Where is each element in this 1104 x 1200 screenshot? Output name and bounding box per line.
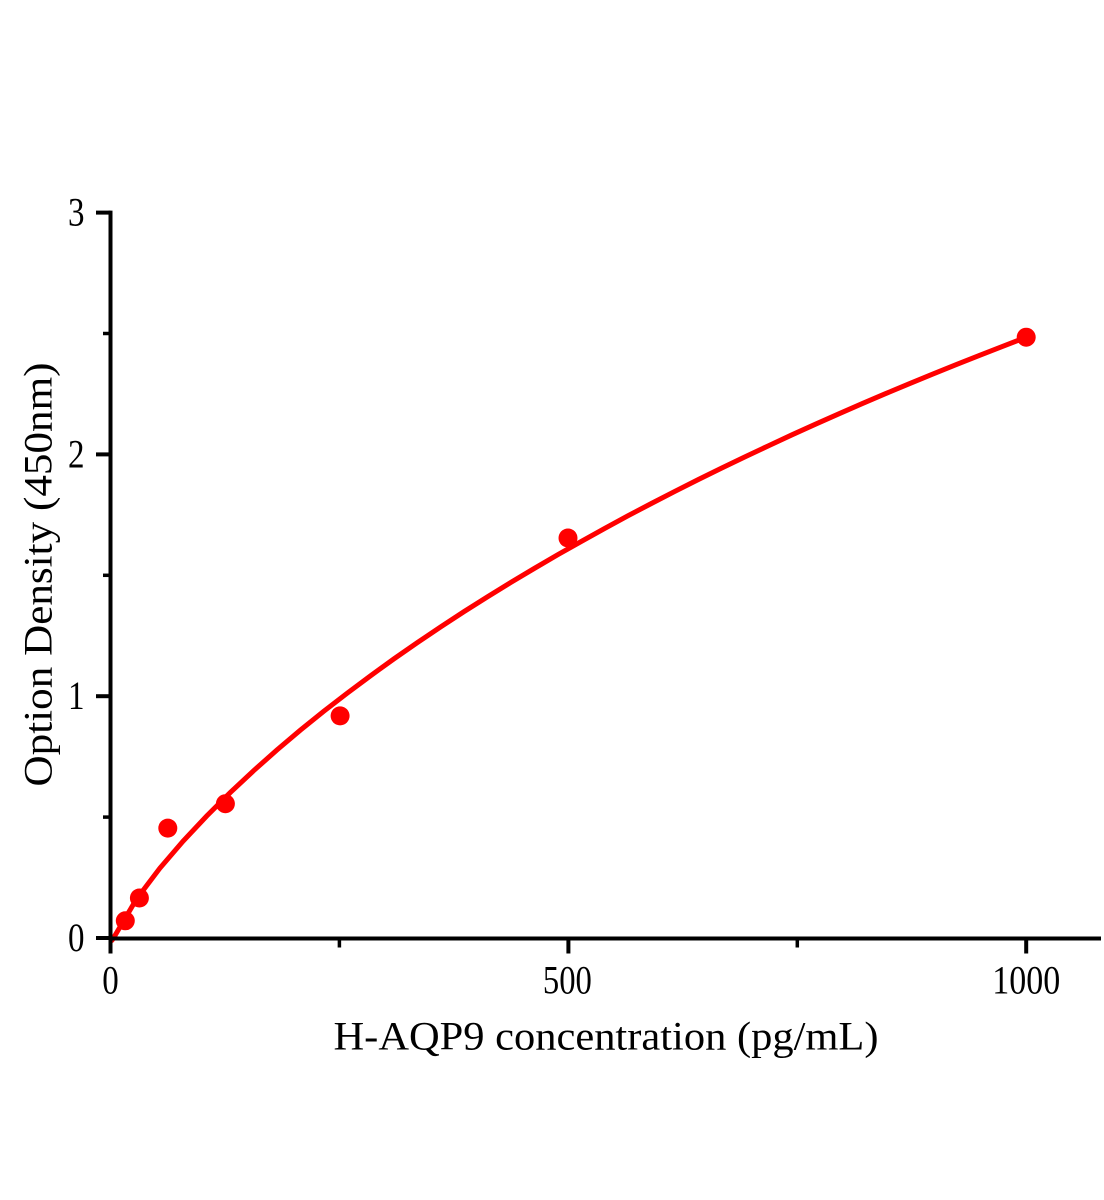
svg-text:1: 1 (68, 673, 85, 718)
svg-text:3: 3 (68, 190, 85, 235)
svg-text:1000: 1000 (992, 958, 1060, 1003)
svg-text:500: 500 (543, 958, 592, 1003)
svg-text:0: 0 (102, 958, 119, 1003)
svg-text:2: 2 (68, 431, 85, 476)
svg-text:Option Density (450nm): Option Density (450nm) (16, 363, 61, 787)
svg-text:H-AQP9 concentration (pg/mL): H-AQP9 concentration (pg/mL) (334, 1014, 879, 1059)
svg-text:0: 0 (68, 915, 85, 960)
